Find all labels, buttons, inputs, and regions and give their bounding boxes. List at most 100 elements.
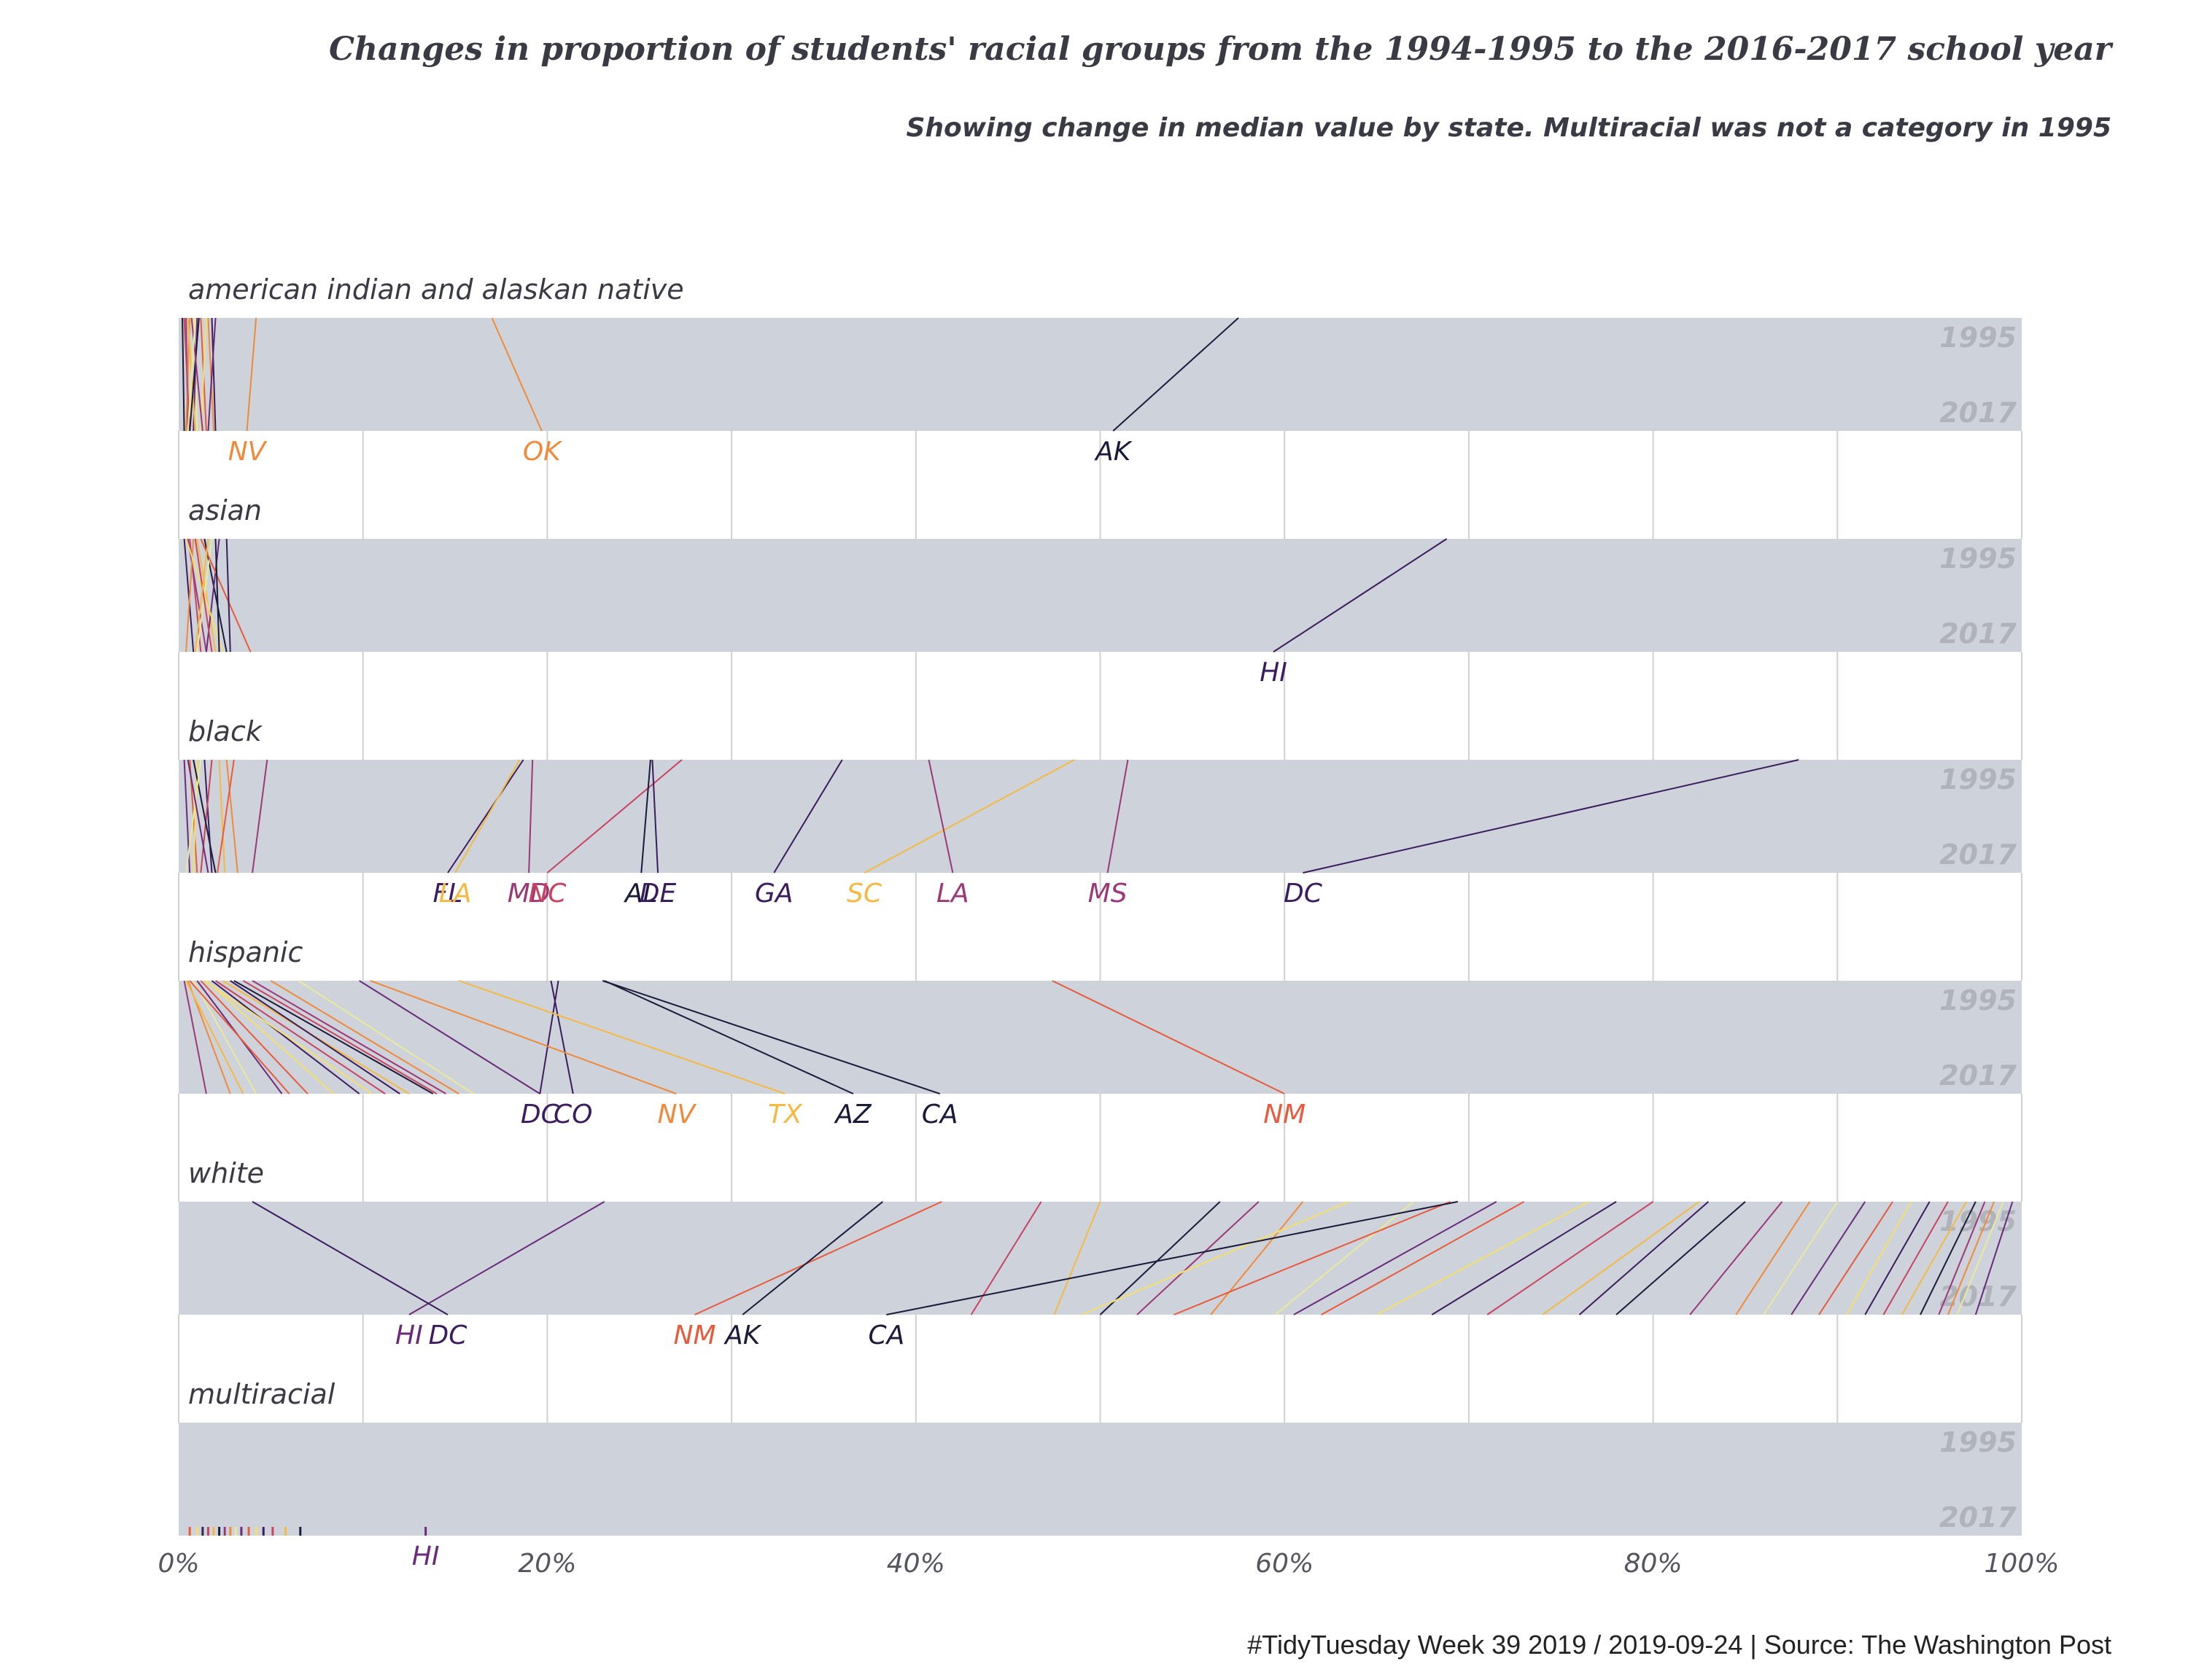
state-label-md: MD <box>508 879 551 909</box>
state-line <box>270 980 459 1094</box>
state-line <box>1376 1201 1589 1315</box>
state-line <box>214 538 220 653</box>
year-label-2017: 2017 <box>1939 397 2017 429</box>
state-line <box>1956 1201 2004 1315</box>
state-line <box>1578 1201 1710 1315</box>
state-line <box>1846 1201 1912 1315</box>
state-line <box>359 980 540 1094</box>
facet-band <box>179 539 2022 652</box>
state-line-nm <box>1052 980 1285 1094</box>
x-tick-label: 60% <box>1255 1549 1314 1579</box>
year-label-1995: 1995 <box>1939 322 2017 354</box>
x-tick-label: 80% <box>1624 1549 1683 1579</box>
year-label-1995: 1995 <box>1939 542 2017 575</box>
state-line <box>193 980 257 1094</box>
state-label-hi: HI <box>412 1541 440 1571</box>
state-line <box>1053 1201 1101 1315</box>
state-label-hi: HI <box>395 1321 423 1350</box>
state-label-ms: MS <box>1088 879 1128 909</box>
state-line-az <box>604 980 854 1094</box>
year-label-1995: 1995 <box>1939 1205 2017 1237</box>
state-line <box>1864 1201 1931 1315</box>
state-label-az: AZ <box>834 1100 872 1129</box>
state-label-dc: DC <box>521 1100 560 1129</box>
facet-panels: american indian and alaskan native 1995 20… <box>178 273 2022 1571</box>
state-line <box>1689 1201 1783 1315</box>
state-label-la: LA <box>439 879 472 909</box>
state-line <box>1099 1201 1221 1315</box>
state-line <box>1882 1201 1949 1315</box>
state-label-ok: OK <box>523 437 562 467</box>
facet-label: black <box>188 715 263 747</box>
year-label-2017: 2017 <box>1939 839 2017 871</box>
state-line <box>203 759 213 874</box>
state-line-ga <box>773 759 843 874</box>
state-line-nc <box>546 759 683 874</box>
state-line-la <box>928 759 954 874</box>
state-line <box>217 759 235 874</box>
state-line <box>187 538 207 653</box>
state-line <box>196 538 217 653</box>
facet-band <box>179 1423 2022 1536</box>
state-line <box>183 538 195 653</box>
state-line-ok <box>491 317 543 432</box>
state-line <box>233 980 434 1094</box>
state-line-nm <box>694 1201 942 1315</box>
state-line <box>211 317 217 432</box>
state-line-ca <box>886 1201 1458 1315</box>
x-tick-label: 20% <box>518 1549 576 1579</box>
state-line-md <box>528 759 534 874</box>
state-line <box>1791 1201 1866 1315</box>
state-line <box>1081 1201 1350 1315</box>
state-line <box>203 538 228 653</box>
chart-subtitle: Showing change in median value by state.… <box>906 113 2111 143</box>
state-label-sc: SC <box>847 879 882 909</box>
state-label-ak: AK <box>723 1321 762 1350</box>
facet-label: asian <box>188 494 262 526</box>
state-line <box>182 317 185 432</box>
state-line <box>225 759 238 874</box>
state-line <box>185 980 244 1094</box>
state-line <box>1615 1201 1746 1315</box>
state-line-dc <box>252 1201 449 1315</box>
year-label-1995: 1995 <box>1939 984 2017 1016</box>
state-line <box>242 980 438 1094</box>
state-line <box>1173 1201 1451 1315</box>
state-line <box>218 759 226 874</box>
x-tick-label: 100% <box>1985 1549 2060 1579</box>
state-label-fl: FL <box>433 879 463 909</box>
year-label-2017: 2017 <box>1939 1059 2017 1092</box>
state-line <box>1431 1201 1617 1315</box>
state-line <box>200 538 252 653</box>
facet-label: multiracial <box>188 1378 335 1410</box>
state-line <box>211 980 360 1094</box>
state-line <box>185 759 202 874</box>
state-line-co <box>550 980 574 1094</box>
state-label-nv: NV <box>658 1100 697 1129</box>
state-label-co: CO <box>554 1100 592 1129</box>
state-line <box>1947 1201 1995 1315</box>
state-line-ak <box>742 1201 883 1315</box>
state-line <box>200 317 207 432</box>
state-line <box>1974 1201 2014 1315</box>
year-label-1995: 1995 <box>1939 763 2017 796</box>
state-label-la: LA <box>936 879 969 909</box>
state-line <box>1542 1201 1700 1315</box>
state-line <box>1210 1201 1304 1315</box>
chart-caption: #TidyTuesday Week 39 2019 / 2019-09-24 |… <box>1247 1630 2111 1660</box>
facet-band <box>179 760 2022 873</box>
state-label-dc: DC <box>1284 879 1323 909</box>
facet-label: white <box>188 1157 264 1189</box>
state-label-de: DE <box>640 879 677 909</box>
state-line-hi <box>1273 538 1448 653</box>
state-line <box>1763 1201 1839 1315</box>
state-label-ga: GA <box>755 879 794 909</box>
state-line-tx <box>458 980 785 1094</box>
year-label-2017: 2017 <box>1939 618 2017 650</box>
state-line <box>252 980 446 1094</box>
state-line <box>1274 1201 1414 1315</box>
state-line-de <box>651 759 659 874</box>
state-line <box>187 317 196 432</box>
